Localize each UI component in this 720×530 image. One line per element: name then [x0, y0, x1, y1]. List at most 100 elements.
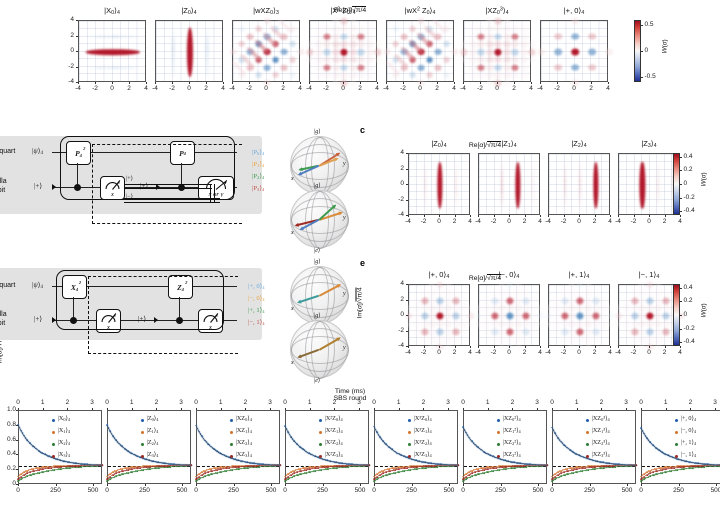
x-tick-mark: [594, 215, 596, 218]
wigner-blob: [422, 198, 427, 203]
time-tick-label: 3: [535, 399, 539, 406]
wigner-blob: [171, 73, 175, 77]
control-dot-1: [73, 183, 81, 191]
x-tick-label: -2: [323, 85, 329, 92]
round-tick-label: 250: [673, 487, 684, 494]
wigner-blob: [578, 191, 582, 195]
time-tick-mark: [359, 407, 360, 410]
wigner-blob: [323, 48, 331, 56]
wigner-blob: [171, 34, 175, 39]
time-tick-mark: [245, 407, 247, 410]
x-tick-mark: [112, 82, 113, 85]
wigner-blob: [607, 304, 615, 312]
x-tick-mark: [172, 82, 173, 85]
wigner-blob: [468, 25, 477, 32]
wigner-blob: [578, 195, 582, 199]
time-tick-mark: [641, 407, 642, 410]
round-tick-mark: [271, 484, 272, 487]
wigner-blob: [374, 48, 382, 56]
wigner-blob: [502, 72, 511, 79]
data-point: [554, 432, 556, 435]
wigner-blob: [519, 33, 528, 40]
wigner-blob: [500, 206, 504, 210]
wigner-blob: [453, 187, 458, 191]
bloch-pole-e: |e⟩: [314, 377, 321, 384]
wigner-blob: [578, 183, 582, 187]
x-tick-label: 2: [662, 349, 667, 356]
wigner-blob: [531, 187, 535, 191]
wigner-blob: [422, 191, 427, 195]
time-tick-label: 1: [663, 399, 668, 406]
bloch-axis-x: x: [291, 306, 294, 313]
panel-e-wigner-tile: [615, 281, 685, 351]
bloch-axis-y: y: [343, 344, 346, 351]
wigner-blob: [392, 56, 399, 63]
wigner-blob: [280, 64, 288, 71]
ancilla-init-marker-1: [52, 317, 56, 323]
wigner-blob: [511, 48, 519, 56]
wigner-blob: [443, 56, 450, 63]
time-tick-mark: [463, 407, 464, 410]
bloch-pole-g: |g⟩: [314, 183, 321, 189]
wigner-blob: [331, 41, 340, 48]
wigner-blob: [554, 64, 562, 71]
wigner-blob: [340, 25, 348, 32]
wigner-blob: [453, 206, 458, 210]
data-point: [465, 431, 467, 434]
time-tick-label: 2: [510, 399, 515, 406]
feedback-round-box: [56, 270, 224, 330]
control-dot-2: [175, 316, 183, 324]
wigner-blob: [205, 50, 209, 54]
x-tick-label: 0: [507, 349, 511, 356]
wigner-blob: [246, 64, 254, 71]
x-tick-mark: [403, 82, 404, 85]
circuit-input-ket-ququart: |ψ⟩4: [32, 281, 43, 291]
x-tick-mark: [408, 346, 409, 349]
data-point: [463, 429, 466, 431]
x-tick-mark: [540, 82, 541, 85]
wigner-blob: [531, 175, 535, 179]
wigner-blob: [357, 25, 365, 32]
time-tick-mark: [601, 407, 603, 410]
x-tick-mark: [540, 346, 541, 349]
x-tick-mark: [223, 82, 224, 85]
wigner-blob: [365, 33, 374, 40]
x-tick-label: 2: [589, 85, 593, 92]
bloch-pole-e: |e⟩: [314, 247, 321, 254]
wigner-blob: [238, 72, 245, 79]
wigner-blob: [656, 160, 660, 164]
x-tick-label: -4: [545, 218, 551, 225]
time-tick-mark: [220, 407, 222, 410]
wigner-blob: [562, 171, 567, 175]
wigner-blob: [111, 34, 115, 39]
wigner-blob: [340, 72, 348, 79]
legend-swatch: [585, 431, 589, 434]
data-point: [190, 464, 192, 467]
x-tick-label: 4: [678, 349, 682, 356]
time-tick-label: 0: [105, 399, 109, 406]
x-tick-label: -2: [630, 218, 637, 225]
wigner-blob: [434, 48, 442, 56]
wigner-blob: [468, 64, 477, 71]
wigner-blob: [331, 17, 340, 25]
x-tick-mark: [343, 82, 344, 85]
wigner-blob: [500, 198, 504, 203]
round-tick-mark: [589, 484, 591, 487]
wigner-blob: [205, 34, 209, 39]
x-tick-mark: [579, 215, 580, 218]
x-tick-label: -4: [306, 85, 312, 92]
x-tick-mark: [610, 215, 611, 218]
circuit-legend-ket: |P1⟩4: [252, 161, 265, 169]
wigner-blob: [554, 48, 562, 56]
control-line-1: [77, 163, 78, 187]
bloch-sphere-b-bottom: [290, 190, 349, 249]
wigner-blob: [94, 65, 98, 70]
wigner-blob: [500, 164, 504, 168]
legend-swatch: [585, 419, 589, 422]
wigner-blob: [511, 33, 519, 40]
wigner-blob: [562, 167, 567, 172]
x-tick-label: 0: [507, 218, 511, 225]
wigner-blob: [562, 198, 567, 203]
wigner-blob: [365, 41, 374, 48]
wigner-blob: [605, 48, 613, 56]
